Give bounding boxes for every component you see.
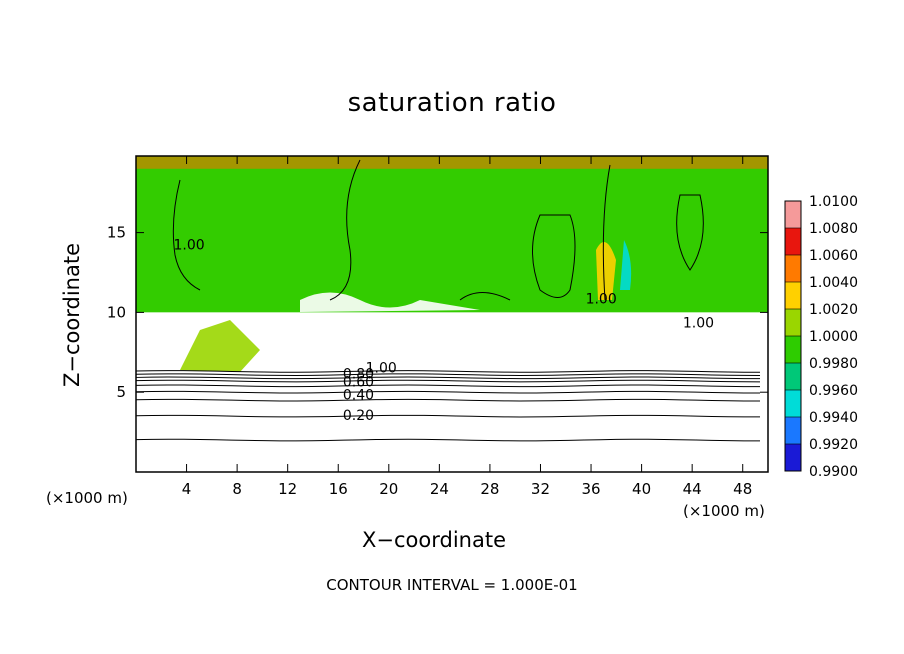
contour-label: 0.80 [343,367,374,383]
x-axis-title: X−coordinate [362,528,506,552]
contour-label: 0.20 [343,408,374,424]
y-tick-label: 15 [107,224,126,242]
x-tick-label: 28 [480,480,499,498]
colorbar-swatch [785,417,801,444]
contour-line [135,414,761,418]
colorbar-swatch [785,363,801,390]
colorbar-label: 0.9940 [809,410,858,426]
x-tick-label: 44 [683,480,702,498]
contour-label: 0.40 [343,387,374,403]
x-tick-label: 48 [733,480,752,498]
contour-label: 1.00 [683,316,714,332]
colorbar-label: 0.9960 [809,383,858,399]
colorbar-swatch [785,444,801,471]
cloud-edge-blob [620,240,632,290]
contour-line [172,179,201,291]
contour-line [135,376,761,380]
x-tick-label: 12 [278,480,297,498]
x-tick-label: 20 [379,480,398,498]
colorbar-swatch [785,282,801,309]
cloud-edge-blob [300,292,480,312]
colorbar-label: 0.9920 [809,437,858,453]
colorbar-label: 1.0040 [809,275,858,291]
x-axis-unit: (×1000 m) [683,502,765,520]
colorbar-swatch [785,228,801,255]
chart-title: saturation ratio [347,88,557,118]
x-tick-label: 40 [632,480,651,498]
colorbar-swatch [785,390,801,417]
field-region-upper [136,156,768,313]
plot-frame [135,155,769,473]
colorbar-label: 1.0060 [809,248,858,264]
colorbar-label: 0.9980 [809,356,858,372]
colorbar-label: 1.0080 [809,221,858,237]
colorbar-label: 1.0000 [809,329,858,345]
colorbar-swatch [785,336,801,363]
y-axis-unit: (×1000 m) [46,489,128,507]
contour-label: 0.60 [343,375,374,391]
colorbar-label: 0.9900 [809,464,858,480]
contour-label: 1.00 [366,360,397,376]
x-tick-label: 4 [182,480,192,498]
contour-line [329,159,361,301]
cloud-edge-blob [180,320,260,372]
colorbar-swatch [785,255,801,282]
contour-line [135,373,761,376]
x-tick-label: 24 [430,480,449,498]
contour-line [135,384,761,388]
cloud-edge-blob [520,313,640,335]
cloud-edge-blob [596,242,616,300]
y-tick-label: 5 [116,383,126,401]
contour-interval-note: CONTOUR INTERVAL = 1.000E-01 [326,576,578,594]
contour-line [602,164,611,301]
x-tick-label: 36 [581,480,600,498]
x-tick-label: 16 [329,480,348,498]
contour-line [676,194,704,271]
contour-line [135,438,761,442]
colorbar-label: 1.0100 [809,194,858,210]
x-tick-label: 8 [232,480,242,498]
contour-line [135,379,761,383]
contour-line [135,398,761,402]
colorbar-swatch [785,201,801,228]
contour-line [135,370,761,373]
contour-label: 1.00 [174,237,205,253]
field-region-top-layer [136,156,768,169]
x-tick-label: 32 [531,480,550,498]
contour-line [459,292,511,301]
contour-label: 1.00 [586,292,617,308]
y-tick-label: 10 [107,303,126,321]
colorbar-label: 1.0020 [809,302,858,318]
contour-line [135,390,761,394]
colorbar-swatch [785,309,801,336]
contour-line [532,214,576,298]
